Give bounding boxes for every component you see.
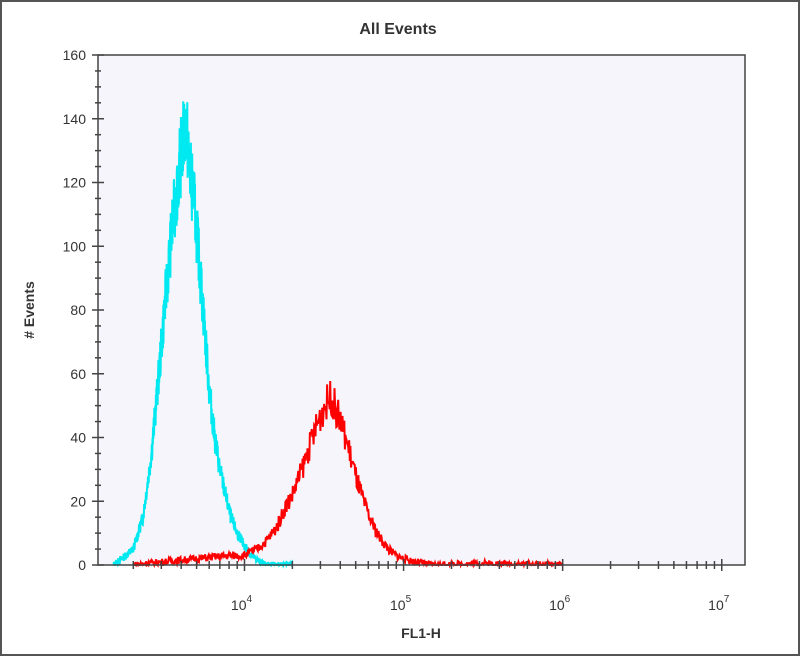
x-axis-label: FL1-H (401, 625, 441, 641)
x-tick-label: 104 (231, 594, 253, 613)
x-tick-base: 10 (708, 597, 724, 613)
y-tick-label: 100 (63, 238, 87, 254)
x-tick-label: 106 (549, 594, 571, 613)
chart-title: All Events (359, 21, 436, 38)
x-tick-base: 10 (549, 597, 565, 613)
y-tick-label: 120 (63, 175, 87, 191)
y-tick-label: 140 (63, 111, 87, 127)
y-tick-label: 80 (70, 302, 86, 318)
y-tick-label: 160 (63, 47, 87, 63)
y-tick-label: 60 (70, 366, 86, 382)
y-tick-label: 40 (70, 430, 86, 446)
series-trace-0 (112, 101, 294, 569)
y-tick-label: 20 (70, 493, 86, 509)
x-tick-base: 10 (390, 597, 406, 613)
x-tick-base: 10 (231, 597, 247, 613)
x-tick-exponent: 7 (724, 594, 730, 605)
x-tick-exponent: 5 (406, 594, 412, 605)
x-tick-exponent: 6 (565, 594, 571, 605)
x-tick-exponent: 4 (246, 594, 252, 605)
x-tick-label: 107 (708, 594, 730, 613)
series-trace-1 (132, 380, 564, 569)
y-tick-label: 0 (78, 557, 86, 573)
x-tick-label: 105 (390, 594, 412, 613)
plot-area (98, 55, 745, 565)
y-axis-label: # Events (21, 281, 37, 339)
